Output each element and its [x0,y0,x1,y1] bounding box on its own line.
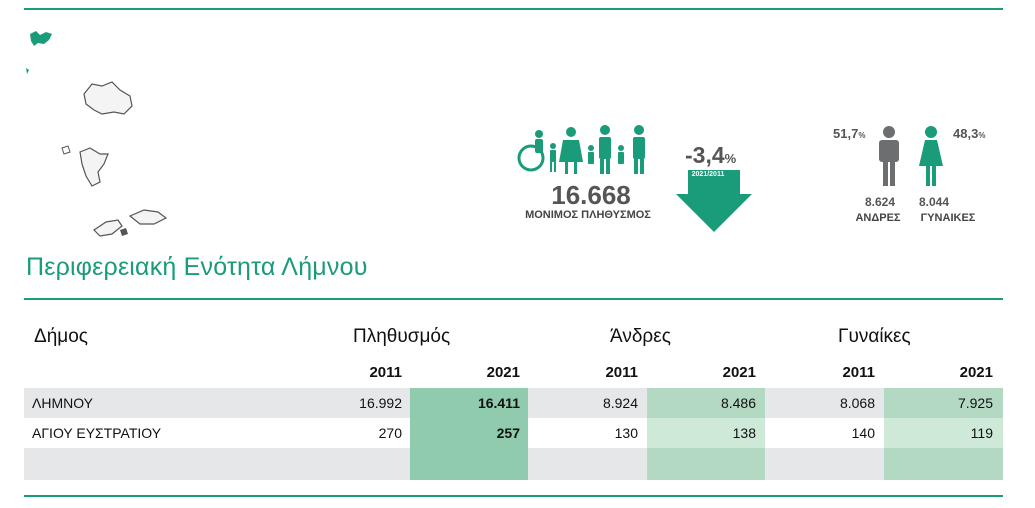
women-2011-cell: 140 [851,425,875,441]
column-header-population: Πληθυσμός [353,326,451,347]
women-2021-cell: 7.925 [957,395,993,411]
male-percent-value: 51,7 [833,126,859,141]
limnos-island-shape [83,81,133,115]
year-header: 2011 [605,364,638,381]
year-header: 2011 [842,364,875,381]
men-2011-cell: 8.924 [602,395,638,411]
women-2011-cell: 8.068 [839,395,875,411]
down-arrow-icon [676,170,752,232]
year-header: 2011 [369,364,402,381]
islet-shape [26,68,29,74]
island-shape [128,209,168,225]
pop-2021-cell: 257 [496,425,520,441]
agios-efstratios-island-shape [79,147,109,187]
men-2011-cell: 130 [614,425,638,441]
women-2021-cell: 119 [970,425,993,441]
female-percent-unit: % [978,131,986,140]
female-label: ΓΥΝΑΙΚΕΣ [920,212,976,224]
population-label: ΜΟΝΙΜΟΣ ΠΛΗΘΥΣΜΟΣ [525,209,651,221]
change-period: 2021/2011 [691,171,725,178]
women-2021-band-row3 [884,448,1003,480]
pop-2021-cell: 16.411 [477,395,520,411]
population-2021-band [410,388,528,480]
column-header-men: Άνδρες [610,326,671,347]
row-name: ΛΗΜΝΟΥ [32,395,94,411]
male-label: ΑΝΔΡΕΣ [855,212,901,224]
men-2021-cell: 8.486 [720,395,756,411]
year-header: 2021 [486,364,520,381]
year-header: 2021 [959,364,993,381]
women-2021-band-row1 [884,388,1003,418]
column-header-women: Γυναίκες [838,326,911,347]
female-count: 8.044 [918,195,950,209]
male-percent: 51,7% [833,126,865,141]
page-title: Περιφερειακή Ενότητα Λήμνου [26,253,368,281]
men-2021-band-row1 [647,388,765,418]
population-change: -3,4% [685,142,736,169]
men-2021-cell: 138 [732,425,756,441]
bottom-rule [24,495,1003,497]
island-shape [93,219,123,237]
male-icon [879,126,899,186]
islet-shape [120,228,128,236]
table-row: ΛΗΜΝΟΥ 16.992 16.411 8.924 8.486 8.068 7… [24,388,1003,418]
population-value: 16.668 [551,180,631,210]
pop-2011-cell: 270 [378,425,402,441]
islet-shape [61,145,71,155]
male-percent-unit: % [858,131,866,140]
highlight-island-shape [30,31,52,46]
year-header: 2021 [722,364,756,381]
column-header-municipality: Δήμος [34,326,88,347]
top-rule [24,8,1003,10]
table-row: ΑΓΙΟΥ ΕΥΣΤΡΑΤΙΟΥ 270 257 130 138 140 119 [24,418,1003,448]
men-2021-band-row3 [647,448,765,480]
region-map [26,31,168,237]
female-percent-value: 48,3 [953,126,979,141]
female-percent: 48,3% [953,126,985,141]
title-rule [24,298,1003,300]
row-name: ΑΓΙΟΥ ΕΥΣΤΡΑΤΙΟΥ [32,425,162,441]
population-icon [517,125,645,174]
change-value: -3,4 [685,142,725,168]
change-unit: % [724,151,737,166]
female-icon [919,126,943,186]
male-count: 8.624 [864,195,896,209]
pop-2011-cell: 16.992 [359,395,402,411]
